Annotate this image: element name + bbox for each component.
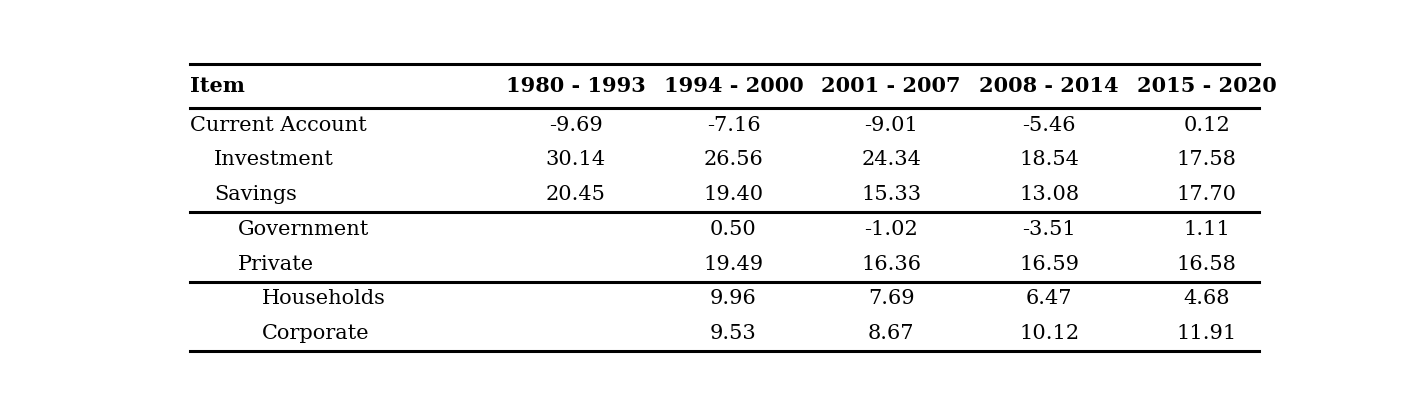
Text: 24.34: 24.34 [861,151,921,169]
Text: 0.12: 0.12 [1184,116,1230,135]
Text: 26.56: 26.56 [704,151,764,169]
Text: 17.58: 17.58 [1176,151,1237,169]
Text: 16.58: 16.58 [1176,255,1237,274]
Text: 1980 - 1993: 1980 - 1993 [506,76,646,96]
Text: 9.96: 9.96 [710,290,756,309]
Text: 6.47: 6.47 [1025,290,1072,309]
Text: 7.69: 7.69 [868,290,915,309]
Text: Item: Item [189,76,245,96]
Text: 19.49: 19.49 [703,255,764,274]
Text: -7.16: -7.16 [707,116,761,135]
Text: 2001 - 2007: 2001 - 2007 [822,76,962,96]
Text: 1.11: 1.11 [1184,220,1230,239]
Text: 16.59: 16.59 [1019,255,1079,274]
Text: 13.08: 13.08 [1019,185,1079,204]
Text: -1.02: -1.02 [864,220,918,239]
Text: 8.67: 8.67 [868,324,915,343]
Text: Corporate: Corporate [262,324,370,343]
Text: -9.01: -9.01 [864,116,918,135]
Text: -3.51: -3.51 [1022,220,1076,239]
Text: 2008 - 2014: 2008 - 2014 [980,76,1118,96]
Text: 1994 - 2000: 1994 - 2000 [663,76,803,96]
Text: 0.50: 0.50 [710,220,756,239]
Text: -5.46: -5.46 [1022,116,1076,135]
Text: 11.91: 11.91 [1176,324,1237,343]
Text: 17.70: 17.70 [1176,185,1237,204]
Text: 18.54: 18.54 [1019,151,1079,169]
Text: Government: Government [238,220,369,239]
Text: 20.45: 20.45 [546,185,605,204]
Text: Households: Households [262,290,386,309]
Text: 9.53: 9.53 [710,324,756,343]
Text: Current Account: Current Account [189,116,366,135]
Text: 10.12: 10.12 [1019,324,1079,343]
Text: 2015 - 2020: 2015 - 2020 [1137,76,1277,96]
Text: 4.68: 4.68 [1184,290,1230,309]
Text: -9.69: -9.69 [549,116,602,135]
Text: Private: Private [238,255,314,274]
Text: 16.36: 16.36 [861,255,922,274]
Text: 15.33: 15.33 [861,185,922,204]
Text: Investment: Investment [214,151,334,169]
Text: 30.14: 30.14 [546,151,605,169]
Text: 19.40: 19.40 [703,185,764,204]
Text: Savings: Savings [214,185,297,204]
